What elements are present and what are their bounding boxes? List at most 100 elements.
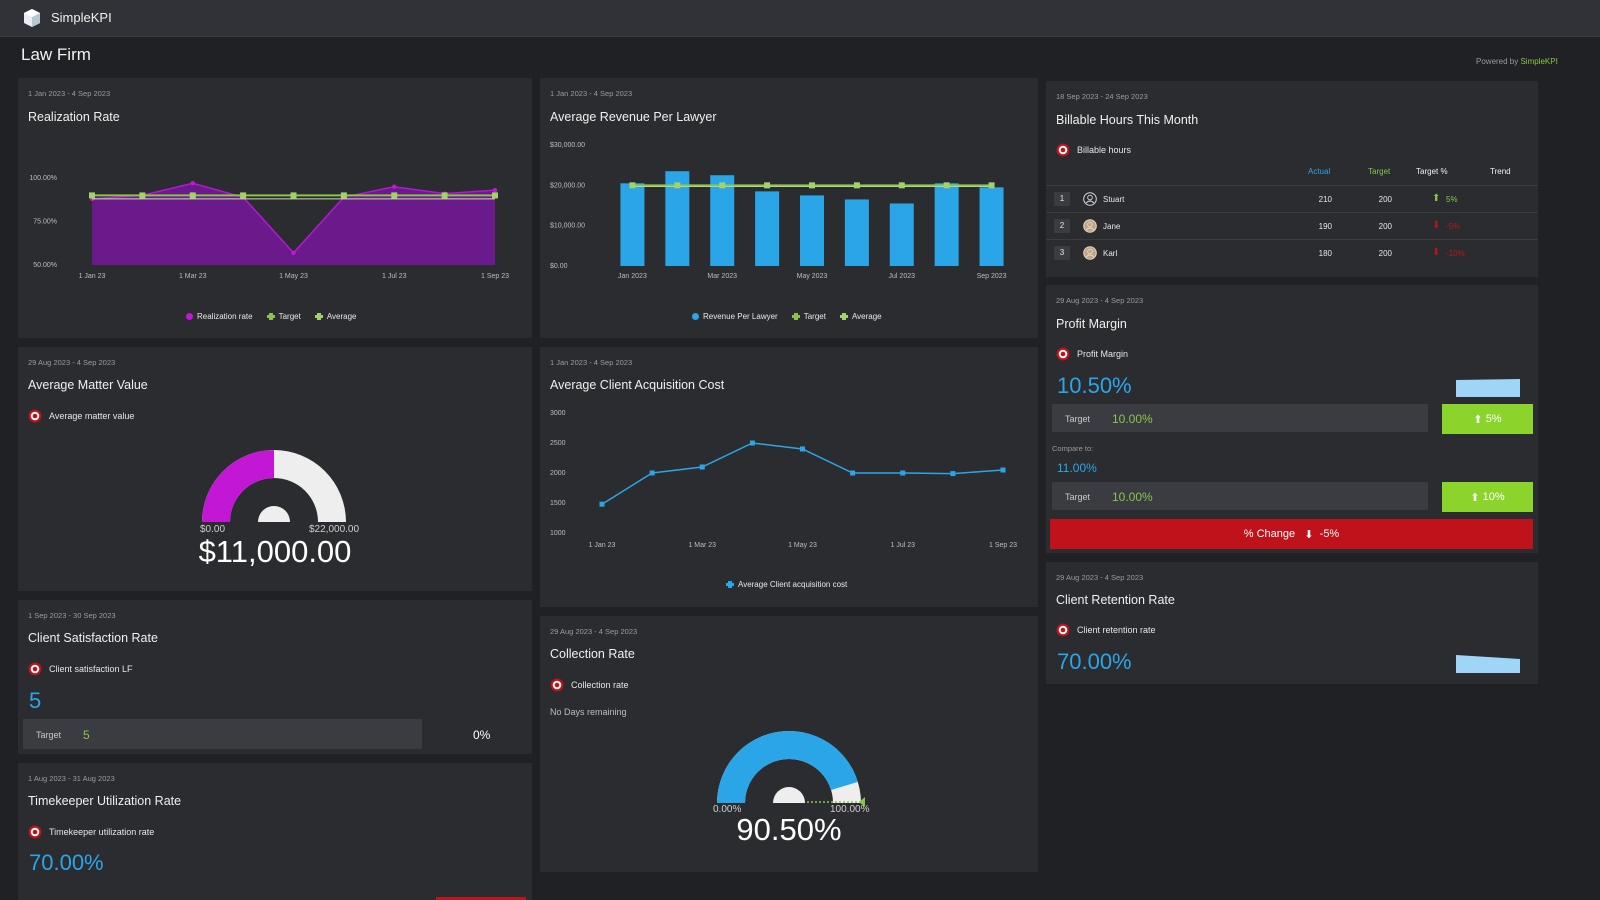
data-point <box>291 250 296 256</box>
target-marker <box>988 182 995 189</box>
kpi-label: Timekeeper utilization rate <box>28 825 154 839</box>
rank-badge: 1 <box>1054 192 1070 206</box>
target-icon <box>1056 143 1070 157</box>
arrow-down-icon: ⬇ <box>1432 247 1441 258</box>
days-remaining: No Days remaining <box>550 707 627 717</box>
powered-brand-link[interactable]: SimpleKPI <box>1520 57 1558 66</box>
app-name[interactable]: SimpleKPI <box>51 10 112 25</box>
compare-label: Compare to: <box>1052 444 1094 453</box>
person-name: Jane <box>1103 222 1121 231</box>
legend-item[interactable]: Revenue Per Lawyer <box>692 312 778 321</box>
x-tick-label: 1 Jan 23 <box>79 273 106 280</box>
actual-value: 190 <box>1318 222 1332 231</box>
revenue-bar <box>889 203 914 266</box>
gauge-value: 90.50% <box>736 812 842 847</box>
data-point <box>749 440 755 446</box>
revenue-bar <box>979 187 1004 266</box>
data-point <box>950 471 956 477</box>
revenue-chart: $30,000.00 $20,000.00 $10,000.00 $0.00 Jan 2… <box>550 142 1007 280</box>
x-tick-label: 1 Sep 23 <box>989 542 1017 549</box>
legend-item[interactable]: Realization rate <box>186 312 253 321</box>
series-line-acquisition <box>601 442 1004 505</box>
x-tick-label: 1 Jul 23 <box>890 542 915 549</box>
client-retention-card[interactable]: 29 Aug 2023 - 4 Sep 2023 Client Retentio… <box>1046 562 1538 684</box>
data-point <box>649 470 655 476</box>
gauge-target-marker <box>859 797 865 807</box>
kpi-label: Client retention rate <box>1056 623 1156 637</box>
y-tick-label: $30,000.00 <box>550 142 585 149</box>
date-range: 29 Aug 2023 - 4 Sep 2023 <box>1056 296 1144 305</box>
y-tick-label: 3000 <box>550 410 566 417</box>
simplekpi-logo-icon[interactable] <box>22 8 42 28</box>
legend-item[interactable]: Average Client acquisition cost <box>726 580 847 589</box>
actual-value: 180 <box>1318 249 1332 258</box>
target-marker <box>240 192 247 199</box>
gauge-min: 0.00% <box>713 804 742 815</box>
kpi-label: Profit Margin <box>1056 347 1128 361</box>
card-title: Client Satisfaction Rate <box>28 631 158 645</box>
trend-sparkline <box>1456 379 1520 397</box>
person-name: Karl <box>1103 249 1118 258</box>
target-marker <box>189 192 196 199</box>
client-acquisition-cost-card[interactable]: 1 Jan 2023 - 4 Sep 2023 Average Client A… <box>540 347 1038 607</box>
revenue-bar <box>800 195 824 266</box>
target-icon <box>28 409 42 423</box>
chart-legend: Average Client acquisition cost <box>726 580 847 589</box>
client-satisfaction-card[interactable]: 1 Sep 2023 - 30 Sep 2023 Client Satisfac… <box>18 600 532 754</box>
x-tick-label: 1 Jul 23 <box>382 273 407 280</box>
average-matter-value-card[interactable]: 29 Aug 2023 - 4 Sep 2023 Average Matter … <box>18 347 532 591</box>
target-marker <box>340 192 347 199</box>
revenue-per-lawyer-card[interactable]: 1 Jan 2023 - 4 Sep 2023 Average Revenue … <box>540 78 1038 338</box>
revenue-bar <box>934 183 959 266</box>
target-icon <box>1056 623 1070 637</box>
gauge-fill <box>202 450 274 522</box>
x-tick-label: 1 May 23 <box>788 542 817 549</box>
collection-rate-card[interactable]: 29 Aug 2023 - 4 Sep 2023 Collection Rate… <box>540 616 1038 872</box>
table-row[interactable]: 2 Jane 190 200 ⬇ -5% <box>1046 212 1538 239</box>
date-range: 29 Aug 2023 - 4 Sep 2023 <box>28 358 116 367</box>
avatar-icon <box>1083 246 1097 260</box>
gauge-value: $11,000.00 <box>198 534 352 569</box>
profit-margin-card[interactable]: 29 Aug 2023 - 4 Sep 2023 Profit Margin P… <box>1046 285 1538 553</box>
realization-chart: 100.00% 75.00% 50.00% 1 Jan 23 1 Mar 23 1 May… <box>29 175 509 280</box>
kpi-label: Collection rate <box>550 678 629 692</box>
target-percent: -10% <box>1446 249 1465 258</box>
table-row[interactable]: 1 Stuart 210 200 ⬆ 5% <box>1046 185 1538 212</box>
kpi-value: 70.00% <box>29 850 104 875</box>
x-tick-label: May 2023 <box>797 273 828 280</box>
x-tick-label: Jul 2023 <box>889 273 916 280</box>
target-icon <box>28 662 42 676</box>
timekeeper-utilization-card[interactable]: 1 Aug 2023 - 31 Aug 2023 Timekeeper Util… <box>18 763 532 900</box>
powered-by: Powered by SimpleKPI <box>1476 57 1558 66</box>
legend-item[interactable]: Target <box>791 312 826 321</box>
legend-item[interactable]: Average <box>839 312 882 321</box>
x-tick-label: Sep 2023 <box>977 273 1007 280</box>
date-range: 1 Aug 2023 - 31 Aug 2023 <box>28 774 115 783</box>
legend-item[interactable]: Target <box>266 312 301 321</box>
revenue-bar <box>620 183 645 266</box>
y-tick-label: 50.00% <box>33 262 57 269</box>
target-marker <box>290 192 297 199</box>
target-marker <box>719 182 726 189</box>
target-marker <box>853 182 860 189</box>
gauge-needle-hub <box>773 787 805 803</box>
y-tick-label: 75.00% <box>33 219 57 226</box>
billable-hours-card[interactable]: 18 Sep 2023 - 24 Sep 2023 Billable Hours… <box>1046 81 1538 277</box>
target-percent-badge: ⬆ 5% <box>1442 404 1533 434</box>
kpi-value: 5 <box>29 688 42 713</box>
target-marker <box>898 182 905 189</box>
card-title: Realization Rate <box>28 110 120 124</box>
rank-badge: 2 <box>1054 219 1070 233</box>
kpi-label: Billable hours <box>1056 143 1131 157</box>
rank-badge: 3 <box>1054 246 1070 260</box>
kpi-value: 10.50% <box>1057 373 1132 398</box>
realization-rate-card[interactable]: 1 Jan 2023 - 4 Sep 2023 Realization Rate… <box>18 78 532 338</box>
data-point <box>392 184 397 189</box>
revenue-bar <box>755 191 780 266</box>
legend-item[interactable]: Average <box>314 312 356 321</box>
y-tick-label: 1000 <box>550 530 566 537</box>
table-row[interactable]: 3 Karl 180 200 ⬇ -10% <box>1046 239 1538 266</box>
x-tick-label: Mar 2023 <box>707 273 737 280</box>
data-point <box>800 446 805 452</box>
date-range: 29 Aug 2023 - 4 Sep 2023 <box>1056 573 1144 582</box>
